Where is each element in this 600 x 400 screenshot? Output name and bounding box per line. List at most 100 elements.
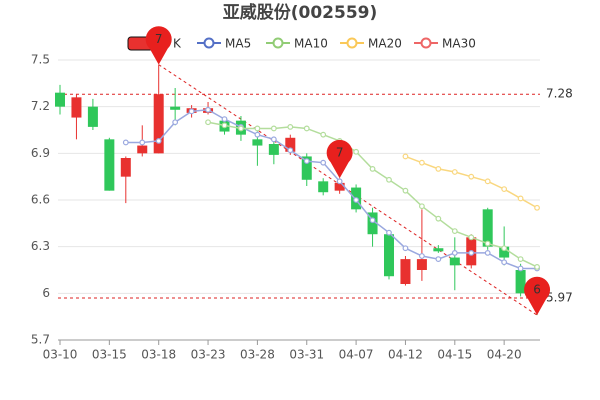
ma-point xyxy=(501,259,508,266)
y-tick-label: 7.2 xyxy=(31,99,50,113)
candle-body xyxy=(71,97,82,118)
candle-body xyxy=(334,182,345,191)
ma-point xyxy=(369,165,376,172)
ma-point xyxy=(320,159,327,166)
ma-point xyxy=(484,178,491,185)
ma-point xyxy=(517,265,524,272)
ma-point xyxy=(419,203,425,210)
candle-body xyxy=(55,92,65,107)
ma-point xyxy=(419,253,425,259)
reference-label: 7.28 xyxy=(546,87,573,101)
ma-point xyxy=(353,197,360,203)
pin: 6 xyxy=(524,276,551,316)
ma-point xyxy=(386,176,392,183)
ma-point xyxy=(122,139,129,146)
candle-body xyxy=(482,209,493,247)
x-tick-label: 03-23 xyxy=(191,348,226,362)
candle-body xyxy=(400,259,411,284)
y-tick-label: 7.5 xyxy=(31,53,50,67)
candle-body xyxy=(252,139,263,146)
candle-body xyxy=(449,257,460,266)
x-tick-label: 03-28 xyxy=(240,348,275,362)
candle-body xyxy=(384,234,394,277)
ma-point xyxy=(254,125,261,132)
pin: 7 xyxy=(326,139,353,179)
candle-body xyxy=(318,181,329,193)
legend-label: MA10 xyxy=(294,37,328,51)
candle-body xyxy=(367,212,378,235)
ma-point xyxy=(336,178,343,185)
ma-point xyxy=(451,228,458,235)
ma-point xyxy=(221,116,228,123)
ma-point xyxy=(386,229,392,236)
x-tick-label: 04-12 xyxy=(388,348,423,362)
pin-label: 7 xyxy=(336,146,344,160)
ma-point xyxy=(435,256,442,263)
ma-point xyxy=(188,108,195,115)
candle-body xyxy=(515,270,526,294)
ma-point xyxy=(270,136,277,143)
x-tick-label: 03-31 xyxy=(289,348,324,362)
ma-point xyxy=(205,119,211,126)
ma-point xyxy=(221,122,228,129)
ma-point xyxy=(155,137,162,144)
y-tick-label: 6 xyxy=(42,286,50,300)
ma-point xyxy=(402,187,409,194)
y-tick-label: 6.9 xyxy=(31,146,50,160)
ma-point xyxy=(419,159,425,166)
ma-point xyxy=(254,131,261,138)
ma-point xyxy=(303,158,310,165)
pin-shape xyxy=(145,26,172,65)
pin: 7 xyxy=(145,26,172,65)
ma-point xyxy=(517,256,524,263)
x-tick-label: 04-20 xyxy=(487,348,522,362)
ma-point xyxy=(270,125,277,132)
ma-point xyxy=(238,125,244,132)
x-tick-label: 03-15 xyxy=(92,348,127,362)
legend-marker xyxy=(346,37,358,49)
legend-marker xyxy=(203,37,215,49)
y-tick-label: 6.3 xyxy=(31,239,50,253)
ma-point xyxy=(484,249,491,256)
ma-point xyxy=(287,147,294,154)
ma-point xyxy=(451,169,458,175)
pin-label: 6 xyxy=(533,283,541,297)
trend-line xyxy=(158,64,538,316)
legend-marker xyxy=(420,37,432,49)
ma-point xyxy=(435,165,442,172)
candle-body xyxy=(499,246,510,258)
candle-body xyxy=(301,156,312,180)
reference-label: 5.97 xyxy=(546,291,573,305)
candle-body xyxy=(120,158,131,177)
chart-title: 亚威股份(002559) xyxy=(223,2,378,23)
ma-point xyxy=(451,249,458,256)
ma-point xyxy=(484,240,491,247)
ma-point xyxy=(534,204,540,211)
x-tick-label: 04-07 xyxy=(339,348,374,362)
ma-point xyxy=(369,217,376,224)
candle-body xyxy=(104,139,115,191)
x-tick-label: 03-10 xyxy=(43,348,78,362)
ma-point xyxy=(205,106,211,113)
ma-point xyxy=(320,131,327,138)
candle-body xyxy=(268,144,279,155)
ma-point xyxy=(287,123,294,130)
candle-body xyxy=(137,145,148,154)
ma-point xyxy=(139,139,146,146)
ma-point xyxy=(468,234,475,241)
legend-label: MA30 xyxy=(442,37,476,51)
ma-point xyxy=(468,173,475,180)
legend-marker xyxy=(272,37,284,49)
candle-body xyxy=(285,137,296,152)
candle-body xyxy=(170,106,181,110)
ma-point xyxy=(501,245,508,252)
candle-body xyxy=(416,259,427,270)
legend-label: MA5 xyxy=(225,37,251,51)
ma-point xyxy=(402,245,409,252)
legend-label: MA20 xyxy=(368,37,402,51)
pin-label: 7 xyxy=(155,32,163,46)
pin-shape xyxy=(524,276,551,316)
y-tick-label: 6.6 xyxy=(31,193,50,207)
ma-point xyxy=(353,148,360,155)
candle-body xyxy=(153,94,164,154)
